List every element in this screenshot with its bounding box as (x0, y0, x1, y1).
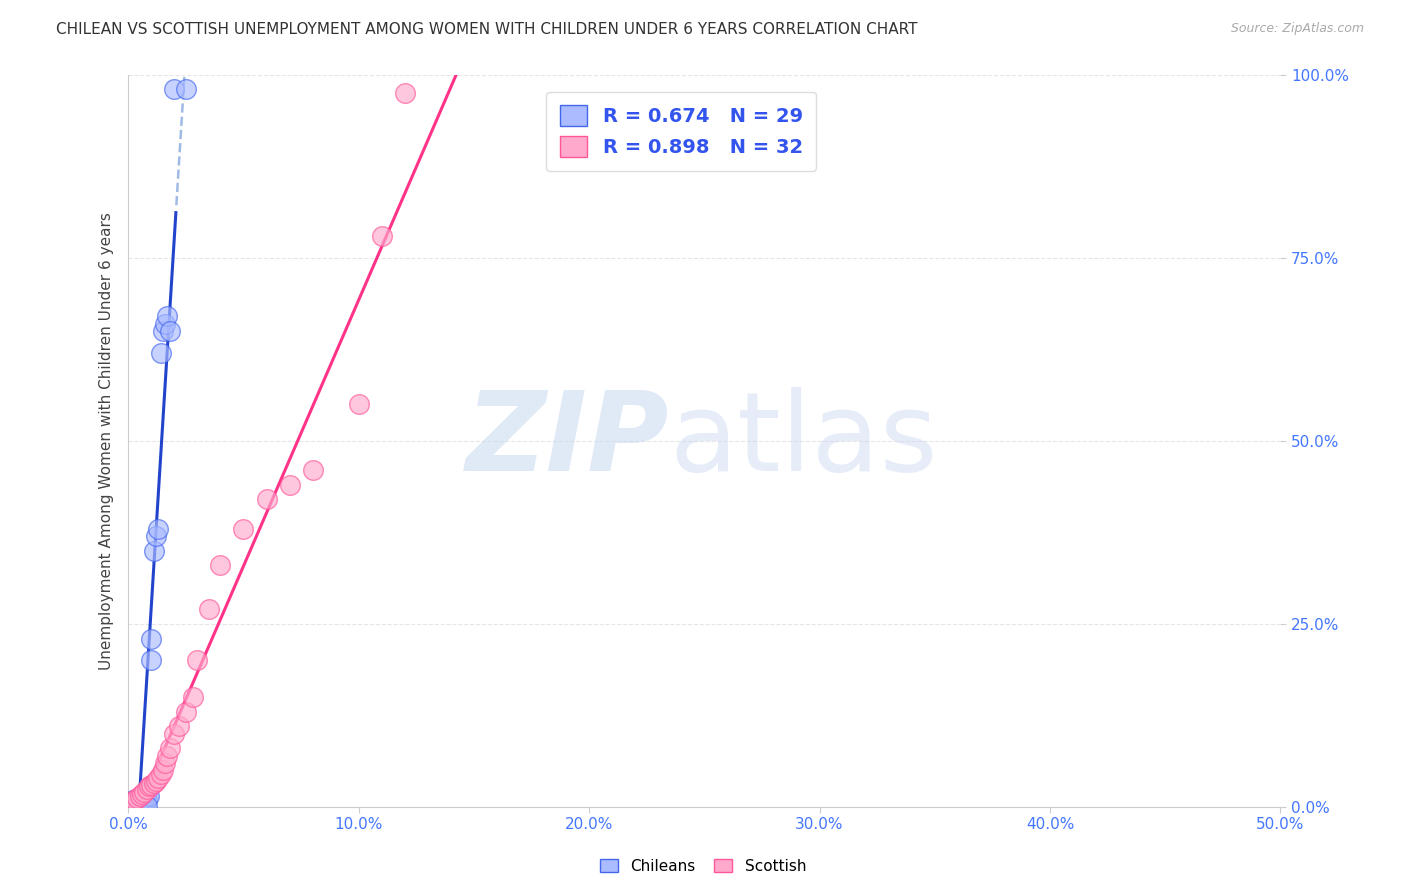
Point (135, 781, 157, 796)
Point (301, 463, 323, 477)
Point (149, 767, 172, 781)
Point (120, 797, 142, 811)
Y-axis label: Unemployment Among Women with Children Under 6 years: Unemployment Among Women with Children U… (100, 211, 114, 670)
Point (134, 791, 156, 805)
Point (256, 492, 278, 507)
Point (128, 794, 150, 808)
Point (174, 705, 197, 719)
Text: Source: ZipAtlas.com: Source: ZipAtlas.com (1230, 22, 1364, 36)
Point (135, 798, 157, 813)
Point (163, 727, 186, 741)
Point (156, 748, 179, 763)
Legend: R = 0.674   N = 29, R = 0.898   N = 32: R = 0.674 N = 29, R = 0.898 N = 32 (546, 92, 817, 171)
Point (120, 797, 142, 811)
Point (156, 310, 179, 324)
Point (128, 797, 150, 811)
Text: ZIP: ZIP (467, 387, 669, 494)
Point (152, 764, 174, 778)
Point (124, 792, 146, 806)
Point (159, 324, 181, 338)
Point (152, 324, 174, 338)
Text: CHILEAN VS SCOTTISH UNEMPLOYMENT AMONG WOMEN WITH CHILDREN UNDER 6 YEARS CORRELA: CHILEAN VS SCOTTISH UNEMPLOYMENT AMONG W… (56, 22, 918, 37)
Point (198, 602, 221, 616)
Point (121, 797, 143, 811)
Point (148, 771, 170, 785)
Point (131, 797, 153, 811)
Point (370, 228, 392, 243)
Point (145, 774, 167, 789)
Point (135, 785, 157, 799)
Point (138, 780, 160, 794)
Point (153, 317, 176, 331)
Point (148, 522, 170, 536)
Point (174, 82, 197, 96)
Point (121, 794, 143, 808)
Point (138, 789, 160, 803)
Point (127, 797, 149, 811)
Point (142, 543, 165, 558)
Point (141, 778, 163, 792)
Point (163, 82, 186, 96)
Point (124, 794, 146, 808)
Point (127, 791, 149, 805)
Point (347, 397, 370, 411)
Point (186, 653, 208, 667)
Text: atlas: atlas (669, 387, 938, 494)
Point (131, 787, 153, 801)
Point (159, 741, 181, 756)
Point (141, 653, 163, 667)
Point (394, 86, 416, 100)
Point (127, 792, 149, 806)
Point (167, 719, 190, 733)
Legend: Chileans, Scottish: Chileans, Scottish (593, 853, 813, 880)
Point (209, 558, 232, 573)
Point (124, 797, 146, 811)
Point (145, 529, 167, 543)
Point (278, 477, 301, 491)
Point (149, 346, 172, 360)
Point (153, 756, 176, 770)
Point (128, 789, 150, 803)
Point (134, 794, 156, 808)
Point (134, 785, 156, 799)
Point (232, 522, 254, 536)
Point (131, 792, 153, 806)
Point (141, 632, 163, 646)
Point (135, 792, 157, 806)
Point (142, 776, 165, 790)
Point (181, 690, 204, 705)
Point (121, 792, 143, 806)
